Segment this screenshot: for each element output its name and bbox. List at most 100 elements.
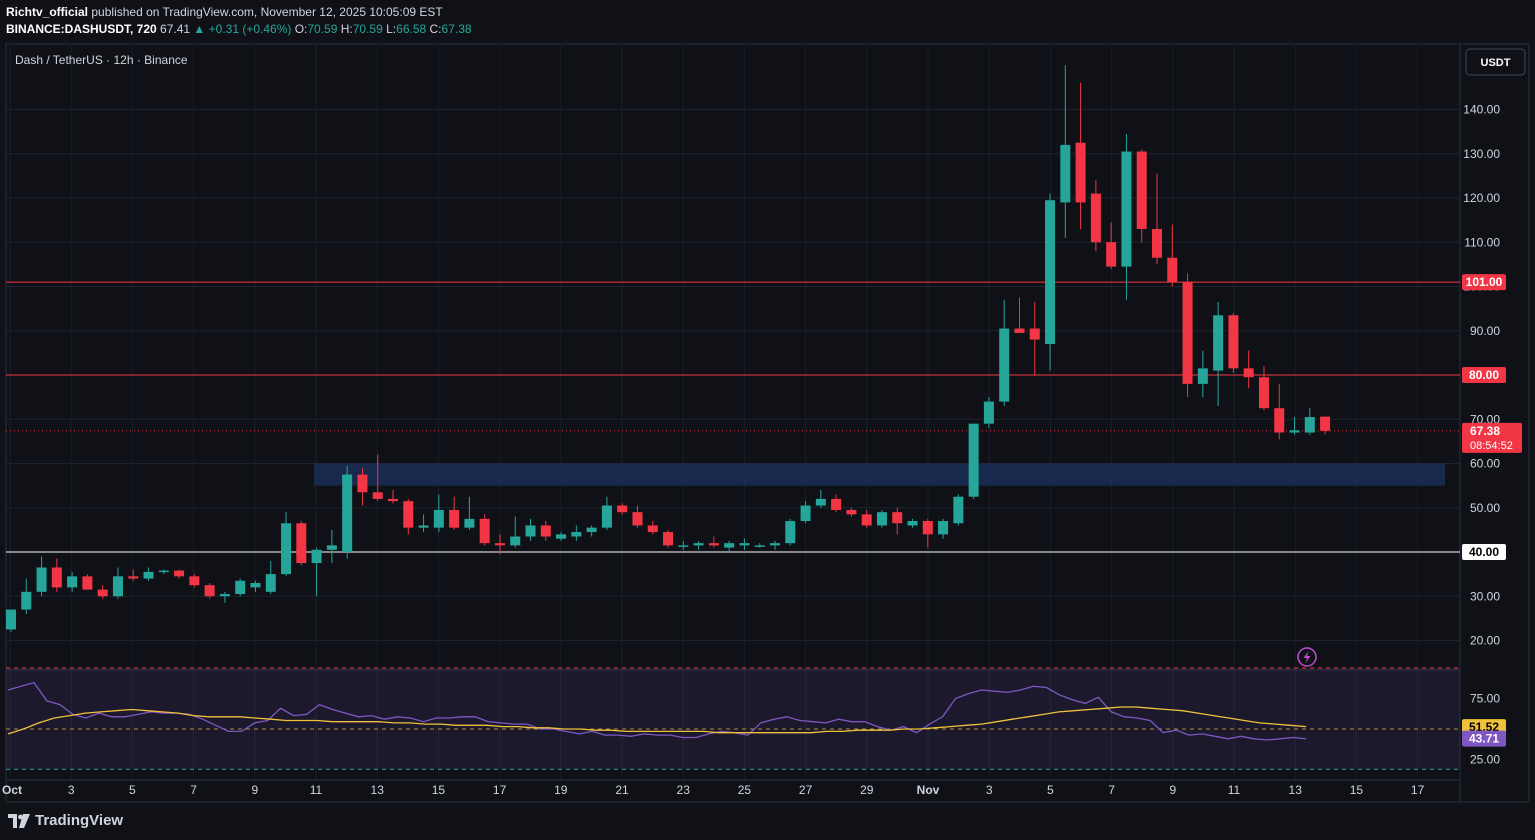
candle-body — [1106, 242, 1117, 267]
price-tick-label: 110.00 — [1464, 235, 1500, 249]
candle-body — [494, 543, 505, 546]
candle-body — [1258, 377, 1269, 409]
candle — [1304, 408, 1315, 435]
candle-body — [112, 576, 123, 597]
time-tick-label: 21 — [615, 783, 629, 797]
candle — [1136, 149, 1147, 243]
rsi-band — [6, 668, 1460, 770]
candle-body — [21, 591, 32, 610]
candle-body — [143, 571, 154, 579]
rsi-pane — [6, 667, 1460, 770]
candle — [6, 609, 16, 632]
ohlc-bar: BINANCE:DASHUSDT, 720 67.41 ▲ +0.31 (+0.… — [6, 22, 472, 36]
tradingview-logo-icon — [8, 813, 30, 828]
candle-body — [189, 576, 200, 586]
candle — [510, 516, 521, 548]
candle — [861, 509, 872, 528]
candle — [250, 580, 261, 592]
candle-body — [357, 474, 368, 493]
candle-body — [97, 589, 108, 597]
author-name[interactable]: Richtv_official — [6, 5, 89, 19]
candle-body — [1136, 151, 1147, 229]
candle — [1197, 350, 1208, 398]
candle — [571, 525, 582, 541]
candle — [556, 532, 567, 541]
candle — [922, 518, 933, 548]
time-tick-label: 9 — [1169, 783, 1176, 797]
candle — [876, 509, 887, 528]
candle — [983, 397, 994, 429]
candle-body — [1228, 315, 1239, 369]
candle — [1106, 222, 1117, 269]
time-tick-label: 9 — [251, 783, 258, 797]
candle — [540, 521, 551, 541]
candle — [617, 503, 628, 515]
flash-icon[interactable] — [1297, 647, 1317, 667]
candle — [1029, 301, 1040, 375]
candle — [938, 518, 949, 539]
candle-body — [235, 580, 246, 595]
candle-body — [999, 328, 1010, 402]
candle — [1243, 350, 1254, 389]
candle-body — [1152, 228, 1162, 258]
candle-body — [67, 576, 78, 588]
time-axis[interactable]: Oct 3 5 7 9 11 13 15 17 19 21 23 25 27 29 Nov 3 5 7 9 11 13 15… — [2, 783, 1425, 797]
candle — [51, 558, 62, 592]
candle — [219, 591, 230, 603]
candle-body — [281, 523, 292, 575]
publish-info: Richtv_official published on TradingView… — [6, 5, 443, 19]
candle-body — [831, 498, 842, 510]
candle-body — [647, 525, 658, 533]
candle — [326, 529, 337, 564]
candle-body — [968, 423, 979, 497]
candle — [265, 560, 276, 595]
candle — [82, 574, 93, 590]
candle-body — [1090, 193, 1101, 243]
candle — [494, 534, 505, 555]
candle — [724, 540, 735, 552]
tradingview-logo[interactable]: TradingView — [8, 812, 123, 829]
candle-body — [1320, 416, 1331, 431]
currency-button[interactable]: USDT — [1465, 48, 1526, 76]
candle — [663, 529, 674, 548]
high-label: H: — [340, 22, 353, 36]
time-tick-label: 15 — [1350, 783, 1364, 797]
candle-body — [586, 527, 597, 533]
candle-body — [6, 609, 16, 630]
candle-body — [815, 498, 826, 506]
price-tick-label: 20.00 — [1470, 634, 1500, 648]
candle-body — [1213, 315, 1224, 371]
currency-button-label: USDT — [1481, 57, 1511, 69]
candle — [1167, 224, 1178, 287]
candle — [678, 540, 689, 550]
high-value: 70.59 — [352, 22, 383, 36]
candle-body — [296, 523, 307, 564]
candle-body — [250, 582, 261, 588]
candle-body — [1029, 328, 1040, 340]
candle-body — [372, 492, 383, 499]
candle — [1014, 297, 1025, 333]
candle-body — [342, 474, 353, 552]
candle — [479, 514, 490, 546]
candle-body — [754, 545, 765, 547]
countdown-label: 08:54:52 — [1470, 440, 1513, 452]
published-text: published on TradingView.com, November 1… — [91, 5, 443, 19]
candle-body — [1075, 142, 1086, 203]
candle — [754, 543, 765, 548]
time-tick-label: 7 — [1108, 783, 1115, 797]
price-tick-label: 140.00 — [1463, 103, 1500, 117]
candle-body — [1121, 151, 1132, 267]
candle-body — [617, 505, 628, 513]
time-tick-label: 3 — [68, 783, 75, 797]
candle-body — [739, 543, 750, 546]
last-price-tag-label: 67.38 — [1470, 424, 1500, 438]
candle — [785, 518, 796, 546]
candle-body — [938, 521, 949, 535]
candle-body — [1014, 328, 1025, 333]
candle — [112, 567, 123, 599]
candle — [143, 567, 154, 581]
candle — [800, 501, 811, 524]
open-label: O: — [294, 22, 308, 36]
